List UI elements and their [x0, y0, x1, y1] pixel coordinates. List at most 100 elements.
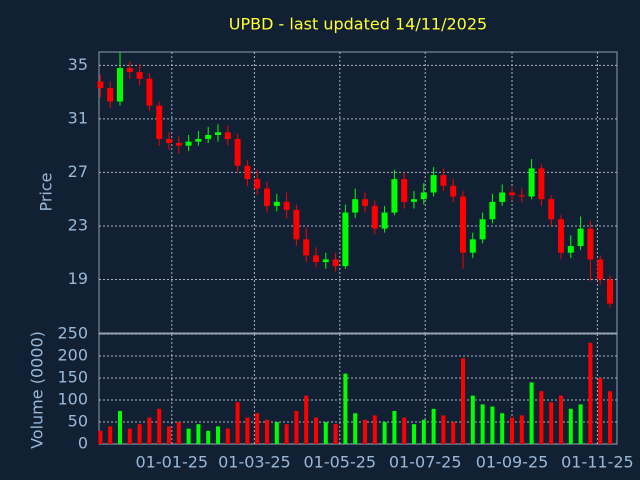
- volume-tick-label: 0: [78, 434, 88, 453]
- volume-bar: [147, 417, 152, 444]
- volume-bar: [431, 408, 436, 444]
- volume-bar: [333, 424, 338, 444]
- candle-body: [538, 168, 545, 200]
- candle-body: [303, 239, 310, 256]
- y-tick-label: 31: [68, 108, 88, 127]
- candle-body: [381, 212, 388, 229]
- candle-body: [587, 228, 594, 260]
- x-tick-label: 01-09-25: [476, 453, 549, 472]
- candle-body: [234, 138, 241, 166]
- y-tick-label: 19: [68, 269, 88, 288]
- volume-bar: [206, 430, 211, 444]
- candle-body: [264, 188, 270, 206]
- volume-bar: [265, 419, 269, 444]
- candle-body: [371, 205, 378, 229]
- x-tick-label: 01-01-25: [135, 453, 208, 472]
- candle-body: [479, 219, 486, 240]
- volume-bar: [529, 382, 534, 444]
- volume-bar: [176, 422, 181, 444]
- candle-body: [352, 199, 359, 213]
- candle-body: [224, 132, 231, 139]
- volume-bar: [304, 395, 309, 444]
- candle-body: [117, 68, 123, 102]
- candle-body: [391, 179, 398, 213]
- candle-body: [126, 68, 133, 73]
- candle-body: [332, 259, 339, 267]
- y-axis-label: Price: [37, 172, 56, 211]
- candle-body: [205, 134, 212, 139]
- volume-bar: [480, 404, 485, 444]
- volume-bar: [608, 391, 612, 444]
- volume-bar: [568, 408, 573, 444]
- candle-body: [342, 212, 349, 267]
- volume-bar: [549, 402, 554, 444]
- candle-body: [401, 179, 408, 202]
- volume-bar: [559, 395, 563, 444]
- candle-body: [136, 72, 143, 79]
- candle-body: [528, 168, 535, 197]
- volume-bar: [216, 426, 220, 444]
- x-tick-label: 01-03-25: [218, 453, 291, 472]
- volume-bar: [412, 424, 416, 444]
- volume-bar: [598, 378, 603, 444]
- x-tick-label: 01-05-25: [303, 453, 376, 472]
- volume-bar: [127, 428, 132, 444]
- volume-bar: [578, 404, 583, 444]
- candle-body: [420, 192, 427, 200]
- volume-tick-label: 50: [68, 412, 88, 431]
- volume-bar: [225, 428, 230, 444]
- volume-bar: [118, 411, 122, 444]
- candle-body: [156, 105, 163, 139]
- candle-body: [597, 259, 604, 280]
- volume-bar: [98, 430, 103, 444]
- volume-bar: [137, 424, 142, 444]
- volume-bar: [372, 415, 377, 444]
- candle-body: [558, 219, 564, 253]
- candle-body: [469, 239, 476, 253]
- volume-bar: [392, 411, 397, 444]
- candle-body: [607, 279, 613, 304]
- candle-body: [215, 132, 221, 135]
- volume-bar: [461, 358, 465, 444]
- volume-bar: [167, 426, 171, 444]
- volume-bar: [470, 395, 475, 444]
- candle-body: [450, 185, 457, 197]
- candle-body: [460, 196, 466, 253]
- candle-body: [244, 165, 251, 180]
- volume-bar: [490, 406, 495, 444]
- candle-body: [577, 228, 584, 247]
- volume-bar: [323, 422, 328, 444]
- volume-bar: [588, 342, 593, 444]
- volume-bar: [500, 413, 505, 444]
- volume-bar: [519, 415, 524, 444]
- volume-bar: [274, 422, 279, 444]
- candle-body: [254, 179, 261, 189]
- volume-bar: [539, 391, 544, 444]
- volume-bar: [353, 413, 358, 444]
- y-tick-label: 23: [68, 215, 88, 234]
- volume-bar: [157, 408, 162, 444]
- volume-panel: [98, 333, 618, 445]
- candle-body: [322, 259, 329, 263]
- candle-body: [489, 201, 496, 220]
- volume-bar: [294, 411, 299, 444]
- candle-body: [166, 138, 172, 143]
- volume-bar: [245, 417, 250, 444]
- volume-bar: [284, 424, 289, 444]
- volume-bar: [402, 417, 407, 444]
- volume-bar: [314, 417, 318, 444]
- volume-bar: [363, 419, 367, 444]
- volume-tick-label: 250: [57, 324, 88, 343]
- volume-bar: [186, 428, 191, 444]
- candle-body: [548, 199, 555, 220]
- volume-bar: [382, 422, 387, 444]
- candle-body: [283, 201, 290, 210]
- candle-body: [146, 78, 153, 106]
- candle-body: [518, 195, 525, 197]
- price-panel: [98, 51, 618, 334]
- volume-tick-label: 150: [57, 368, 88, 387]
- candle-body: [185, 141, 192, 146]
